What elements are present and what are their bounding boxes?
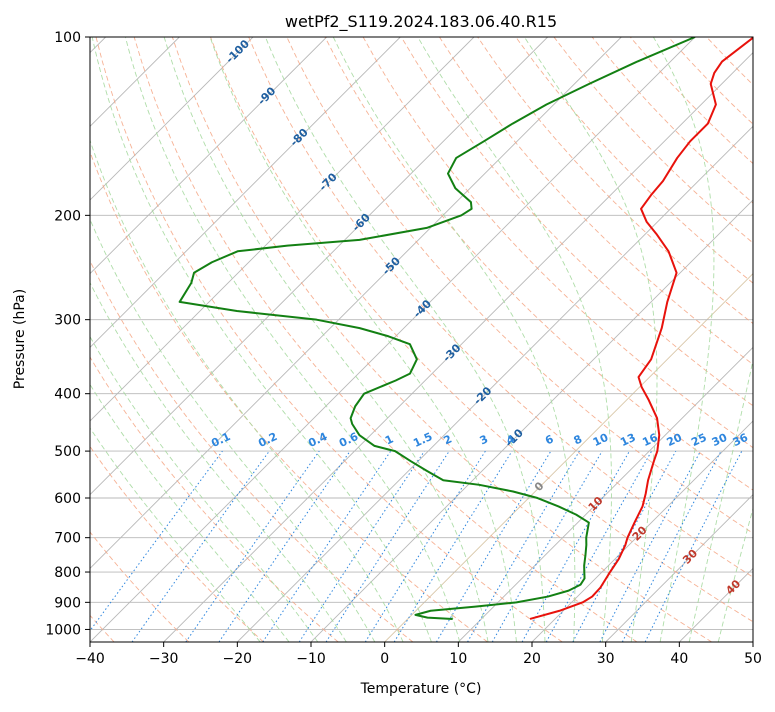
x-tick-label: −30 bbox=[149, 651, 179, 667]
y-tick-label: 800 bbox=[54, 565, 81, 581]
x-tick-label: 40 bbox=[670, 651, 688, 667]
y-tick-label: 500 bbox=[54, 444, 81, 460]
y-tick-label: 700 bbox=[54, 531, 81, 547]
y-tick-label: 100 bbox=[54, 30, 81, 46]
y-tick-label: 1000 bbox=[45, 622, 81, 638]
y-axis-label: Pressure (hPa) bbox=[12, 289, 28, 389]
chart-title: wetPf2_S119.2024.183.06.40.R15 bbox=[285, 12, 557, 32]
y-tick-label: 200 bbox=[54, 208, 81, 224]
y-tick-label: 400 bbox=[54, 387, 81, 403]
x-tick-label: −20 bbox=[223, 651, 253, 667]
x-tick-label: −10 bbox=[296, 651, 326, 667]
y-tick-label: 600 bbox=[54, 491, 81, 507]
x-tick-label: −40 bbox=[75, 651, 105, 667]
y-tick-label: 900 bbox=[54, 595, 81, 611]
y-tick-label: 300 bbox=[54, 313, 81, 329]
x-tick-label: 50 bbox=[744, 651, 762, 667]
x-axis-label: Temperature (°C) bbox=[360, 681, 482, 697]
x-tick-label: 30 bbox=[597, 651, 615, 667]
x-tick-label: 20 bbox=[523, 651, 541, 667]
x-tick-label: 10 bbox=[449, 651, 467, 667]
x-tick-label: 0 bbox=[380, 651, 389, 667]
